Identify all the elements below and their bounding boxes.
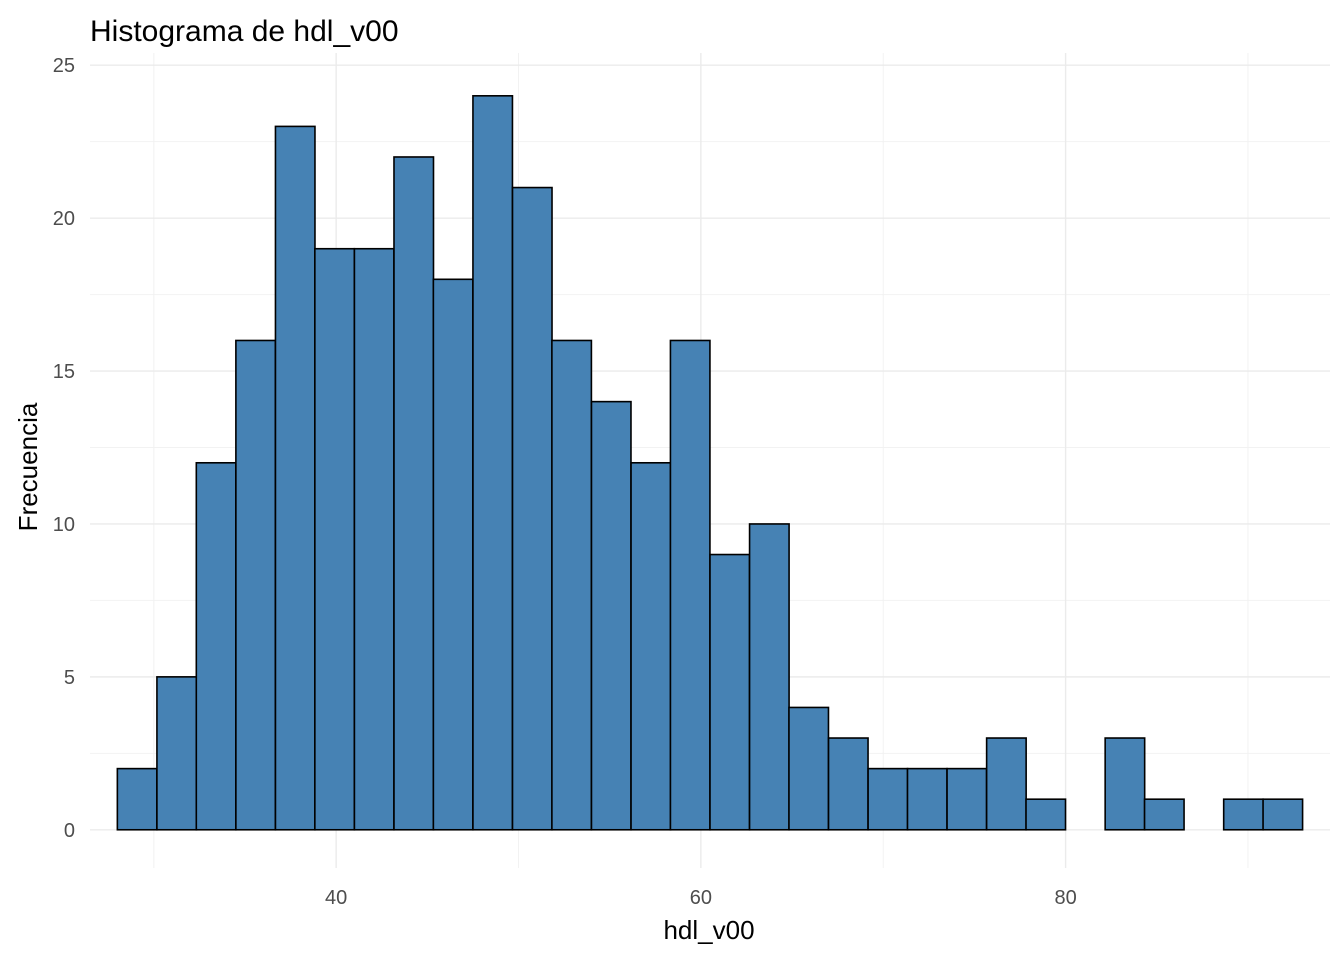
histogram-bar (1262, 798, 1304, 831)
x-axis-label: hdl_v00 (663, 915, 754, 945)
histogram-bar (748, 523, 790, 831)
histogram-bar (432, 278, 474, 831)
histogram-bar (630, 461, 672, 831)
bars (116, 95, 1304, 831)
y-axis-ticks: 0 5 10 15 20 25 (53, 55, 75, 842)
histogram-bar (946, 767, 988, 831)
x-tick-label: 60 (690, 887, 712, 909)
histogram-bar (393, 156, 435, 831)
x-tick-label: 80 (1054, 887, 1076, 909)
histogram-bar (788, 706, 830, 831)
y-tick-label: 0 (64, 820, 75, 842)
y-tick-label: 10 (53, 514, 75, 536)
histogram-bar (551, 339, 593, 831)
y-tick-label: 25 (53, 55, 75, 77)
histogram-bar (314, 247, 356, 831)
y-axis-label: Frecuencia (13, 402, 43, 531)
histogram-bar (1143, 798, 1185, 831)
y-tick-label: 15 (53, 361, 75, 383)
histogram-bar (116, 767, 158, 831)
chart-title: Histograma de hdl_v00 (90, 15, 399, 48)
histogram-bar (827, 737, 869, 831)
histogram-bar (1104, 737, 1146, 831)
y-tick-label: 20 (53, 208, 75, 230)
histogram-bar (709, 553, 751, 831)
histogram-bar (669, 339, 711, 831)
histogram-bar (906, 767, 948, 831)
histogram-bar (1025, 798, 1067, 831)
histogram-bar (235, 339, 277, 831)
y-tick-label: 5 (64, 667, 75, 689)
histogram-bar (511, 186, 553, 831)
x-axis-ticks: 40 60 80 (325, 887, 1077, 909)
x-tick-label: 40 (325, 887, 347, 909)
histogram-bar (1222, 798, 1264, 831)
histogram-bar (156, 676, 198, 831)
histogram-bar (274, 125, 316, 831)
histogram-bar (472, 95, 514, 831)
histogram-bar (867, 767, 909, 831)
histogram-bar (353, 247, 395, 831)
histogram-bar (195, 461, 237, 831)
histogram-bar (590, 400, 632, 831)
histogram-bar (985, 737, 1027, 831)
